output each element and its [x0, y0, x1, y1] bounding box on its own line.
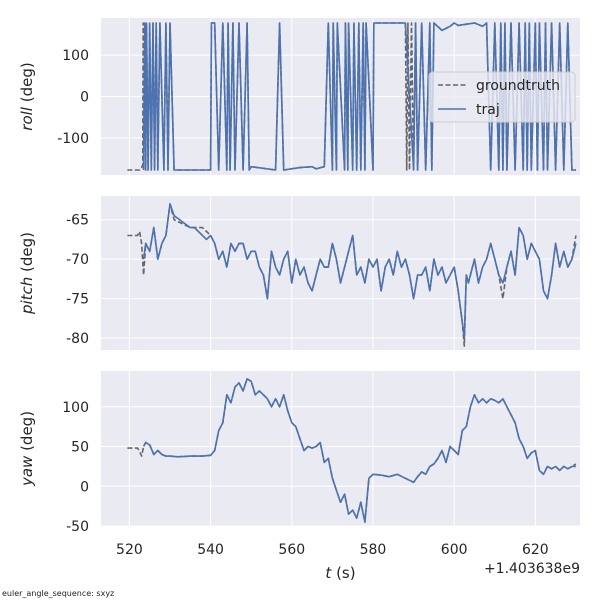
- y-axis-label-unit: (deg): [18, 411, 36, 456]
- x-axis-label: t (s): [325, 564, 355, 582]
- y-tick-label: -50: [66, 519, 89, 535]
- y-axis-label-var: yaw: [18, 455, 36, 487]
- y-tick-label: 0: [80, 90, 89, 106]
- subplot-pitch: -80 -75 -70 -65 pitch (deg): [18, 196, 580, 350]
- y-axis-label-var: roll: [18, 106, 36, 131]
- x-tick-label: 620: [522, 542, 549, 558]
- footnote: euler_angle_sequence: sxyz: [2, 589, 115, 598]
- x-tick-label: 540: [197, 542, 224, 558]
- legend-label-groundtruth: groundtruth: [476, 78, 560, 94]
- x-axis-label-var: t: [325, 564, 332, 582]
- x-tick-label: 560: [278, 542, 305, 558]
- y-axis-label: roll (deg): [18, 62, 36, 130]
- x-offset-label: +1.403638e9: [484, 561, 580, 577]
- y-axis-label-var: pitch: [18, 277, 36, 315]
- x-axis-label-unit: (s): [331, 564, 355, 582]
- legend: groundtruth traj: [428, 71, 576, 123]
- plot-area: [101, 196, 580, 350]
- y-tick-label: 100: [62, 48, 89, 64]
- legend-label-traj: traj: [476, 102, 500, 118]
- y-axis-label: pitch (deg): [18, 232, 36, 315]
- subplot-roll: -100 0 100 roll (deg) groundtruth traj: [18, 18, 580, 175]
- y-axis-label: yaw (deg): [18, 411, 36, 487]
- x-tick-label: 600: [441, 542, 468, 558]
- series-line-traj: [142, 378, 576, 523]
- x-tick-label: 520: [116, 542, 143, 558]
- subplot-yaw: -50 0 50 100 yaw (deg) 520 540 560 580 600 620 t (s…: [18, 371, 580, 582]
- y-tick-label: -75: [66, 292, 89, 308]
- y-tick-label: 0: [80, 479, 89, 495]
- x-tick-label: 580: [360, 542, 387, 558]
- y-axis-label-unit: (deg): [18, 62, 36, 107]
- series-line-traj: [142, 203, 577, 340]
- y-tick-label: -100: [57, 131, 89, 147]
- y-tick-label: -80: [66, 331, 89, 347]
- y-axis-label-unit: (deg): [18, 232, 36, 277]
- y-tick-label: 50: [71, 440, 89, 456]
- y-tick-label: -70: [66, 252, 89, 268]
- y-tick-label: -65: [66, 213, 89, 229]
- y-tick-label: 100: [62, 400, 89, 416]
